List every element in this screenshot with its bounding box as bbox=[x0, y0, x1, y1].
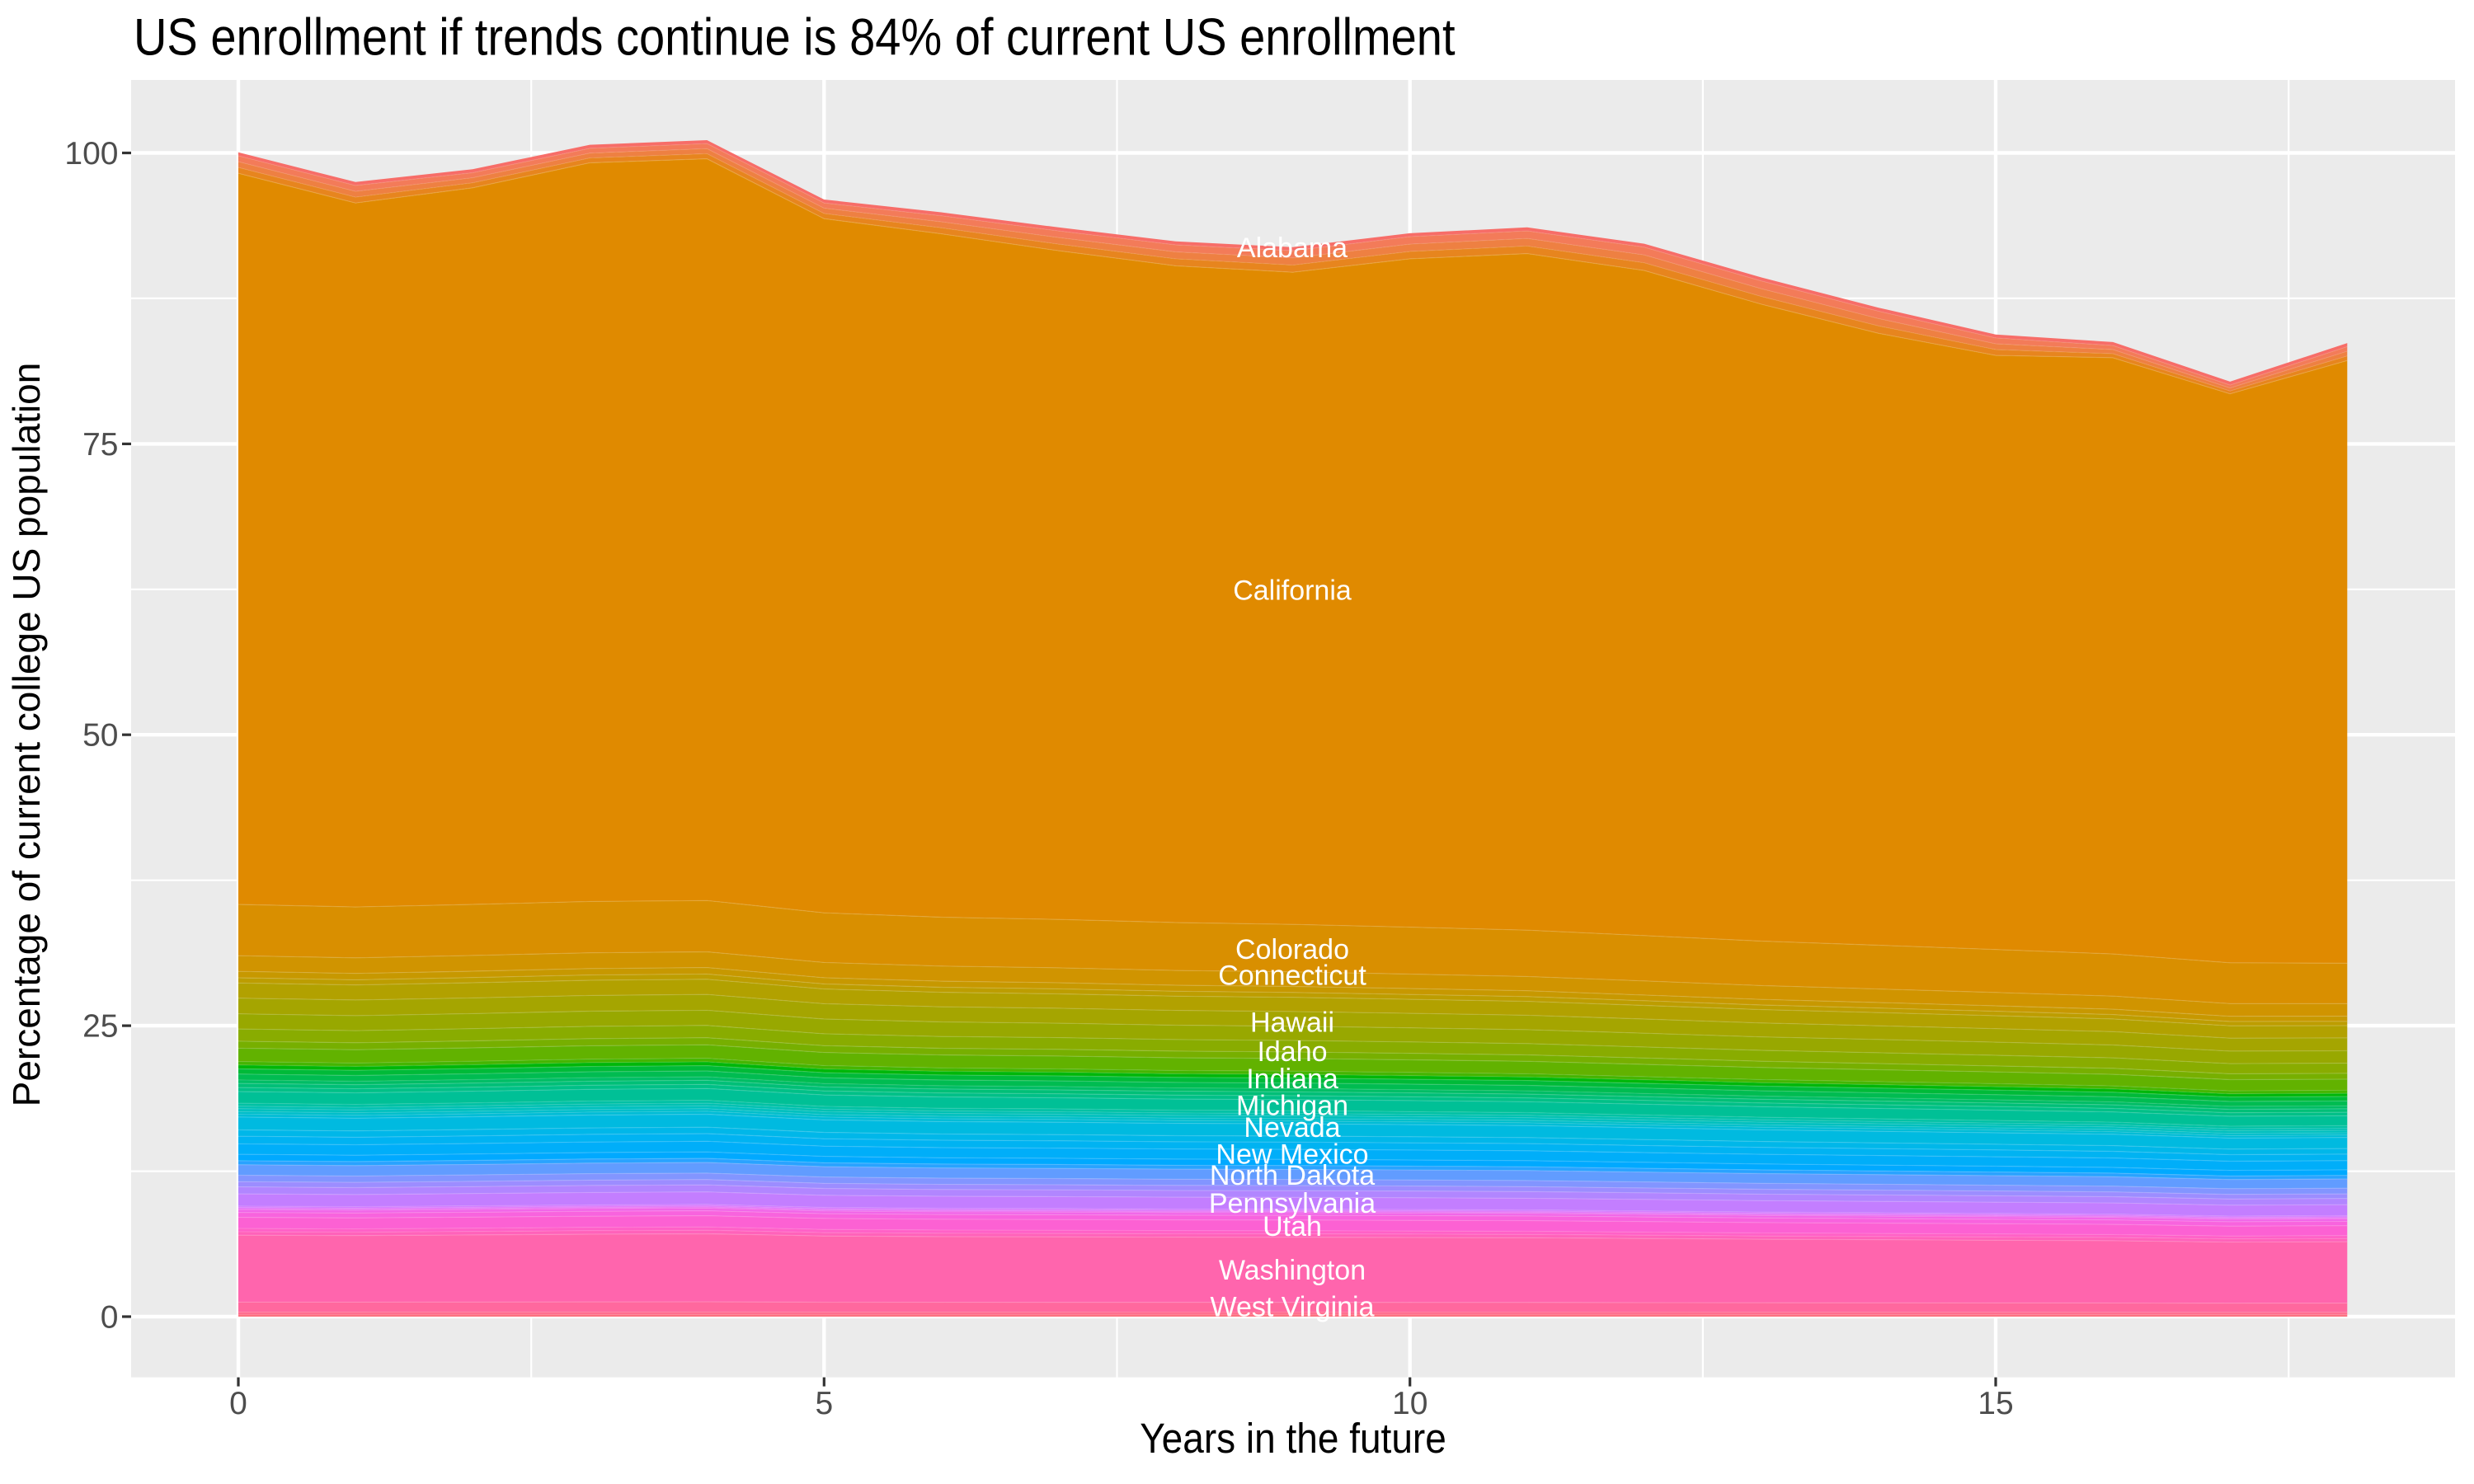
svg-text:0: 0 bbox=[101, 1299, 119, 1335]
svg-text:Nevada: Nevada bbox=[1244, 1112, 1340, 1144]
svg-text:West Virginia: West Virginia bbox=[1210, 1292, 1374, 1323]
svg-text:New Mexico: New Mexico bbox=[1216, 1139, 1368, 1171]
svg-text:50: 50 bbox=[82, 718, 118, 754]
svg-text:10: 10 bbox=[1392, 1386, 1427, 1421]
svg-text:25: 25 bbox=[82, 1009, 118, 1045]
svg-text:Alabama: Alabama bbox=[1237, 232, 1348, 264]
svg-text:0: 0 bbox=[229, 1386, 247, 1421]
svg-text:Idaho: Idaho bbox=[1257, 1036, 1327, 1068]
svg-text:Colorado: Colorado bbox=[1235, 934, 1349, 965]
svg-text:Pennsylvania: Pennsylvania bbox=[1209, 1188, 1376, 1219]
svg-text:Utah: Utah bbox=[1263, 1211, 1322, 1242]
svg-text:Percentage of current college: Percentage of current college US populat… bbox=[5, 363, 48, 1107]
svg-text:Washington: Washington bbox=[1219, 1255, 1366, 1286]
svg-text:North Dakota: North Dakota bbox=[1210, 1160, 1375, 1191]
svg-text:Indiana: Indiana bbox=[1246, 1064, 1338, 1095]
svg-text:100: 100 bbox=[64, 136, 118, 171]
svg-text:Michigan: Michigan bbox=[1236, 1090, 1348, 1121]
svg-text:Hawaii: Hawaii bbox=[1250, 1007, 1334, 1039]
svg-text:5: 5 bbox=[815, 1386, 833, 1421]
svg-text:California: California bbox=[1233, 575, 1352, 606]
svg-text:15: 15 bbox=[1978, 1386, 2013, 1421]
svg-text:75: 75 bbox=[82, 427, 118, 463]
svg-text:Years in the future: Years in the future bbox=[1140, 1416, 1446, 1463]
svg-text:US enrollment if trends contin: US enrollment if trends continue is 84% … bbox=[134, 8, 1456, 67]
svg-text:Connecticut: Connecticut bbox=[1218, 960, 1366, 991]
